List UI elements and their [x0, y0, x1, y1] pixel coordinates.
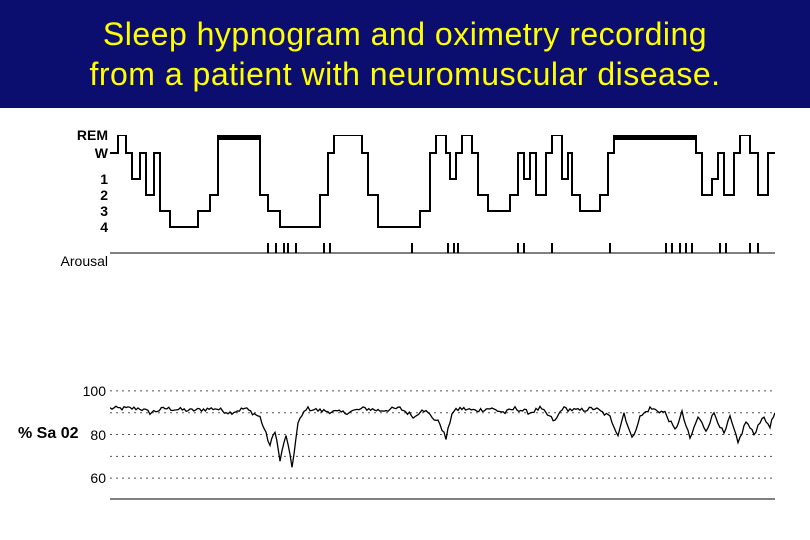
- hypnogram-ylabel: REM: [77, 127, 108, 143]
- oximetry-ytick: 100: [83, 383, 106, 399]
- oximetry-ytick: 80: [90, 427, 106, 443]
- hypnogram-ylabel: 4: [100, 219, 108, 235]
- hypnogram-ylabel: 3: [100, 203, 108, 219]
- hypnogram-trace: [110, 135, 775, 227]
- title-line-1: Sleep hypnogram and oximetry recording: [103, 16, 707, 52]
- rem-block: [614, 135, 696, 140]
- hypnogram-ylabel: 2: [100, 187, 108, 203]
- oximetry-ytick: 60: [90, 470, 106, 486]
- arousal-label: Arousal: [61, 253, 108, 269]
- oximetry-svg: [110, 380, 775, 500]
- oximetry-trace: [110, 406, 775, 467]
- slide-title: Sleep hypnogram and oximetry recording f…: [50, 14, 760, 94]
- hypnogram-panel: [110, 135, 775, 265]
- chart-area: REM W 1234 Arousal % Sa 02 100 80 60: [0, 108, 810, 540]
- oximetry-panel: [110, 380, 775, 500]
- rem-block: [218, 135, 260, 140]
- hypnogram-svg: [110, 135, 775, 265]
- hypnogram-ylabel: 1: [100, 171, 108, 187]
- slide-header: Sleep hypnogram and oximetry recording f…: [0, 0, 810, 108]
- hypnogram-ylabel: W: [95, 145, 108, 161]
- oximetry-axis-title: % Sa 02: [18, 425, 78, 443]
- title-line-2: from a patient with neuromuscular diseas…: [89, 56, 720, 92]
